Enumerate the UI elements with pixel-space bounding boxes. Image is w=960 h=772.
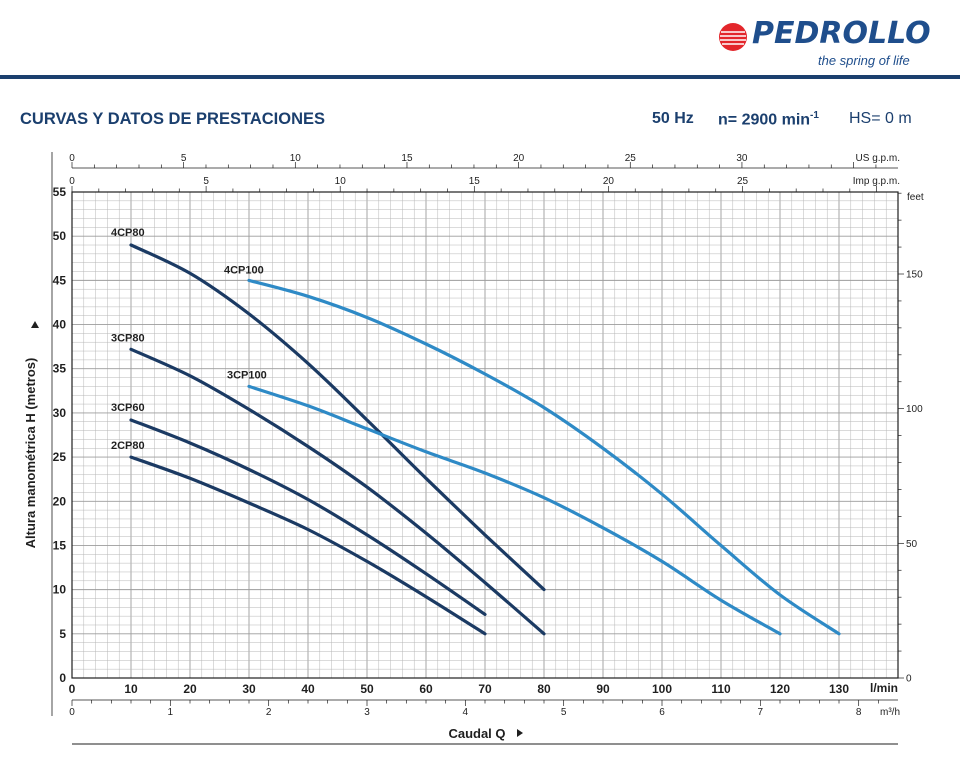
x-tick-label: 80: [537, 682, 551, 696]
m3h-unit-label: m³/h: [880, 707, 900, 718]
x-tick-label: 50: [360, 682, 374, 696]
m3h-tick-label: 4: [463, 707, 469, 718]
feet-tick-label: 100: [906, 404, 923, 415]
imp-gpm-tick-label: 25: [737, 176, 749, 187]
speed-label: n= 2900 min-1: [718, 110, 819, 129]
y-tick-label: 45: [53, 273, 67, 287]
imp-gpm-tick-label: 5: [203, 176, 209, 187]
us-gpm-tick-label: 30: [736, 153, 748, 164]
x-tick-label: 70: [478, 682, 492, 696]
y-tick-label: 5: [59, 627, 66, 641]
x-tick-label: 100: [652, 682, 672, 696]
frequency-label: 50 Hz: [652, 110, 694, 127]
y-tick-label: 20: [53, 494, 67, 508]
x-tick-label: 0: [69, 682, 76, 696]
x-tick-label: 30: [242, 682, 256, 696]
m3h-tick-label: 8: [856, 707, 862, 718]
series-label-3cp100: 3CP100: [227, 369, 267, 381]
us-gpm-unit-label: US g.p.m.: [856, 153, 900, 164]
m3h-tick-label: 1: [168, 707, 174, 718]
x-unit-label: l/min: [870, 681, 898, 695]
x-tick-label: 10: [124, 682, 138, 696]
series-label-3cp80: 3CP80: [111, 332, 145, 344]
x-tick-label: 20: [183, 682, 197, 696]
imp-gpm-tick-label: 15: [469, 176, 481, 187]
y-tick-label: 10: [53, 583, 67, 597]
feet-tick-label: 150: [906, 270, 923, 281]
imp-gpm-tick-label: 10: [335, 176, 347, 187]
us-gpm-tick-label: 25: [625, 153, 637, 164]
series-label-2cp80: 2CP80: [111, 440, 145, 452]
page-title: CURVAS Y DATOS DE PRESTACIONES: [20, 110, 326, 128]
series-label-4cp80: 4CP80: [111, 227, 145, 239]
m3h-tick-label: 6: [659, 707, 665, 718]
x-tick-label: 60: [419, 682, 433, 696]
feet-tick-label: 50: [906, 539, 918, 550]
us-gpm-tick-label: 0: [69, 153, 75, 164]
y-tick-label: 35: [53, 362, 67, 376]
imp-gpm-tick-label: 20: [603, 176, 615, 187]
series-line-4cp80: [129, 243, 546, 592]
x-tick-label: 90: [596, 682, 610, 696]
y-tick-label: 25: [53, 450, 67, 464]
us-gpm-tick-label: 10: [290, 153, 302, 164]
us-gpm-tick-label: 20: [513, 153, 525, 164]
feet-unit-label: feet: [907, 192, 924, 203]
y-axis-arrow-icon: [31, 321, 39, 328]
x-axis-title: Caudal Q: [448, 726, 505, 741]
header-rule: [0, 75, 960, 79]
series-line-3cp100: [247, 384, 782, 636]
y-tick-label: 30: [53, 406, 67, 420]
m3h-tick-label: 3: [364, 707, 370, 718]
x-tick-label: 130: [829, 682, 849, 696]
brand-logo-icon: [719, 23, 747, 51]
y-tick-label: 40: [53, 318, 67, 332]
us-gpm-tick-label: 5: [181, 153, 187, 164]
series-label-3cp60: 3CP60: [111, 402, 145, 414]
us-gpm-tick-label: 15: [401, 153, 413, 164]
series-label-4cp100: 4CP100: [224, 264, 264, 276]
brand-tagline: the spring of life: [818, 53, 910, 68]
series-line-3cp80: [129, 347, 546, 636]
imp-gpm-unit-label: Imp g.p.m.: [853, 176, 900, 187]
y-tick-label: 50: [53, 229, 67, 243]
series-line-4cp100: [247, 278, 841, 636]
suction-label: HS= 0 m: [849, 110, 912, 127]
grid: [71, 191, 899, 679]
series-line-2cp80: [129, 455, 487, 636]
y-tick-label: 0: [59, 671, 66, 685]
m3h-tick-label: 0: [69, 707, 75, 718]
y-axis-title: Altura manométrica H (metros): [23, 358, 38, 549]
m3h-tick-label: 5: [561, 707, 567, 718]
brand-logo: PEDROLLO the spring of life: [718, 16, 938, 72]
m3h-tick-label: 2: [266, 707, 272, 718]
x-tick-label: 40: [301, 682, 315, 696]
y-tick-label: 55: [53, 185, 67, 199]
brand-name: PEDROLLO: [752, 16, 931, 51]
x-axis-arrow-icon: [517, 729, 523, 737]
feet-tick-label: 0: [906, 674, 912, 685]
m3h-tick-label: 7: [758, 707, 764, 718]
series-line-3cp60: [129, 418, 487, 616]
imp-gpm-tick-label: 0: [69, 176, 75, 187]
y-tick-label: 15: [53, 538, 67, 552]
x-tick-label: 110: [711, 682, 731, 696]
x-tick-label: 120: [770, 682, 790, 696]
